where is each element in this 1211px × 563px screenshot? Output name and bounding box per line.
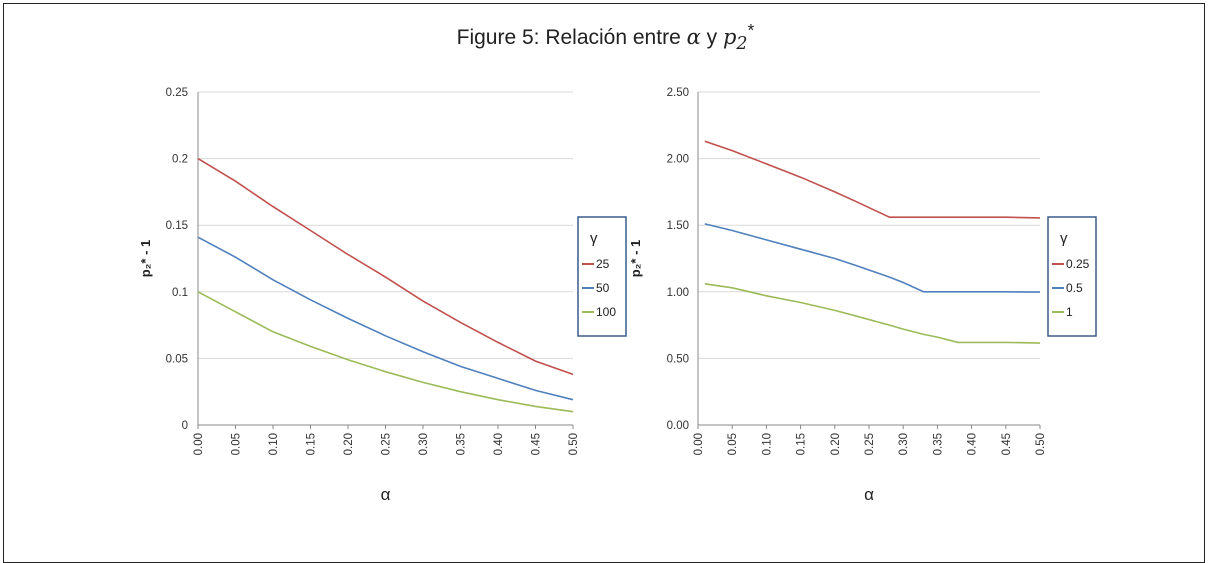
chart2-y-tick-label: 0.00 [667, 420, 689, 432]
chart1-x-tick-label: 0.30 [418, 433, 430, 455]
chart2-legend-box [1047, 216, 1097, 337]
chart1-x-tick-label: 0.50 [568, 433, 580, 455]
chart2-x-tick-label: 0.25 [864, 433, 876, 455]
chart2-series-line-0.5 [704, 223, 1041, 293]
chart2-x-tick-label: 0.45 [1001, 433, 1013, 455]
chart1-x-tick-label: 0.40 [493, 433, 505, 455]
chart1-y-tick-label: 0.25 [166, 87, 188, 99]
chart1-y-axis-title: p₂* - 1 [138, 240, 153, 278]
chart1-y-tick-label: 0.1 [172, 287, 188, 299]
chart2-x-tick-label: 0.15 [796, 433, 808, 455]
chart1-series-line-50 [197, 236, 574, 401]
chart1-series-line-25 [197, 157, 574, 376]
chart2-y-tick-label: 1.50 [667, 220, 689, 232]
chart1-x-axis-title: α [381, 485, 391, 504]
chart2-series-line-1 [704, 283, 1041, 344]
chart1-series-line-100 [197, 291, 574, 413]
chart2-x-tick-label: 0.10 [761, 433, 773, 455]
chart2-legend-label-1: 1 [1066, 305, 1073, 319]
charts-canvas: 0 0.05 0.1 0.15 0.2 0.25 0.00 0.05 0.10 0.15 0.20 0… [138, 87, 1097, 504]
chart2-legend-title: γ [1060, 230, 1068, 247]
chart2-x-tick-label: 0.05 [727, 433, 739, 455]
chart2-x-tick-label: 0.35 [932, 433, 944, 455]
chart1-x-tick-label: 0.10 [268, 433, 280, 455]
chart1-y-tick-label: 0.15 [166, 220, 188, 232]
chart1-y-tick-label: 0.05 [166, 353, 188, 365]
chart2-x-tick-label: 0.30 [898, 433, 910, 455]
figure-title-p: p [722, 25, 737, 49]
chart1-y-tick-label: 0 [182, 420, 188, 432]
chart2-legend-label-0.5: 0.5 [1066, 281, 1083, 295]
chart1-x-tick-label: 0.45 [531, 433, 543, 455]
chart2-y-tick-label: 0.50 [667, 353, 689, 365]
figure-title-subscript: 2 [736, 34, 748, 55]
figure-title-text: Figure 5: Relación entre [456, 26, 687, 49]
chart2-x-tick-label: 0.00 [693, 433, 705, 455]
chart1-x-tick-label: 0.25 [381, 433, 393, 455]
figure-title-connector: y [700, 26, 723, 49]
chart1-legend-title: γ [590, 230, 598, 247]
chart1-legend-label-25: 25 [596, 257, 610, 271]
chart1-legend-box [577, 216, 627, 337]
chart1-x-tick-label: 0.05 [231, 433, 243, 455]
chart2-x-tick-label: 0.20 [830, 433, 842, 455]
chart2-y-tick-label: 1.00 [667, 287, 689, 299]
chart2-series-line-0.25 [704, 140, 1041, 219]
chart1-x-tick-label: 0.15 [306, 433, 318, 455]
figure-title: Figure 5: Relación entre α y p2* [0, 20, 1211, 54]
chart2-x-axis-title: α [864, 485, 874, 504]
chart2-legend-label-0.25: 0.25 [1066, 257, 1090, 271]
chart2-y-axis-title: p₂* - 1 [628, 240, 643, 278]
chart2-x-tick-label: 0.50 [1035, 433, 1047, 455]
figure-title-superscript: * [747, 20, 755, 40]
chart1-x-tick-label: 0.20 [343, 433, 355, 455]
chart2-y-tick-label: 2.50 [667, 87, 689, 99]
chart1-x-tick-label: 0.35 [456, 433, 468, 455]
chart1-x-tick-label: 0.00 [193, 433, 205, 455]
chart2-y-tick-label: 2.00 [667, 154, 689, 166]
chart1-y-tick-label: 0.2 [172, 154, 188, 166]
chart2-x-tick-label: 0.40 [967, 433, 979, 455]
figure-title-alpha: α [686, 25, 701, 49]
chart1-legend-label-100: 100 [596, 305, 616, 319]
chart1-legend-label-50: 50 [596, 281, 610, 295]
